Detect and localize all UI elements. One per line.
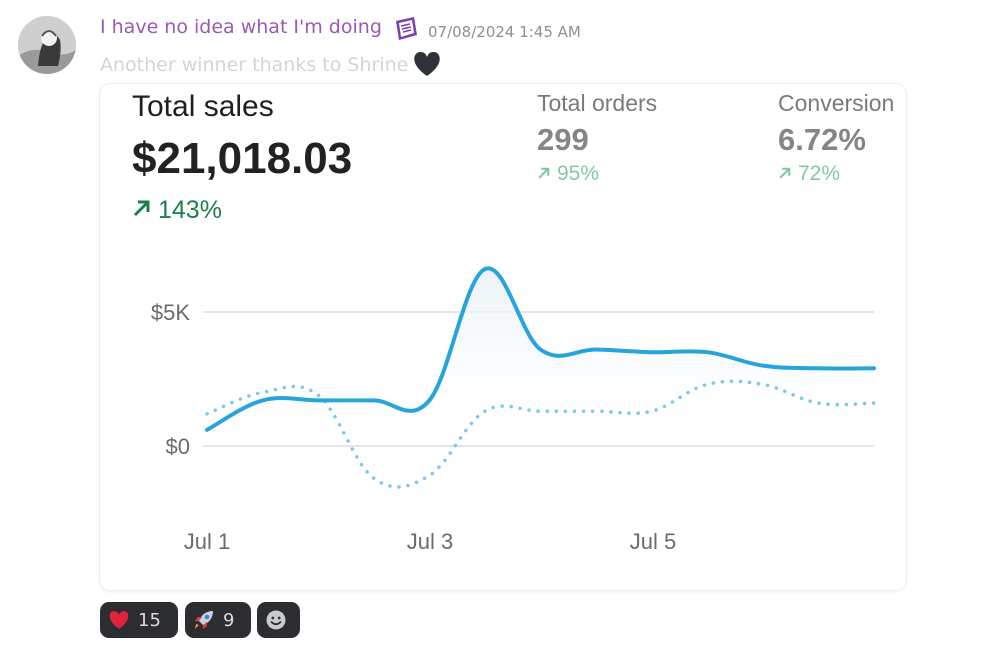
role-badge-icon <box>392 15 420 43</box>
metric-change-value: 72% <box>798 162 841 185</box>
metric-change-value: 143% <box>158 196 222 224</box>
sales-dashboard-image[interactable]: $5K $0 Jul 1 Jul 3 Jul 5 Total sales $21… <box>100 84 906 590</box>
metric-value-total-sales: $21,018.03 <box>132 134 353 183</box>
arrow-up-right-icon <box>537 162 551 186</box>
metric-value-total-orders: 299 <box>537 122 589 157</box>
rocket-icon <box>193 609 215 631</box>
metric-change-value: 95% <box>557 162 600 185</box>
metric-title-total-orders: Total orders <box>537 90 658 116</box>
metric-title-total-sales: Total sales <box>132 90 274 123</box>
sales-line-chart: $5K $0 Jul 1 Jul 3 Jul 5 <box>151 266 876 554</box>
x-tick-label: Jul 3 <box>407 529 453 554</box>
message-text: Another winner thanks to Shrine <box>100 51 442 82</box>
message-body: Another winner thanks to Shrine <box>100 54 409 76</box>
previous-period-line <box>205 379 876 489</box>
add-reaction-button[interactable] <box>257 602 300 638</box>
metric-change-total-sales: 143% <box>132 196 222 225</box>
timestamp: 07/08/2024 1:45 AM <box>428 23 581 41</box>
add-reaction-icon <box>265 609 287 631</box>
y-tick-label: $0 <box>166 434 190 459</box>
x-tick-label: Jul 1 <box>184 529 230 554</box>
metric-change-conversion: 72% <box>778 162 840 186</box>
metric-value-conversion: 6.72% <box>778 122 866 157</box>
current-period-line <box>205 266 876 432</box>
red-heart-icon <box>108 609 130 631</box>
username[interactable]: I have no idea what I'm doing <box>100 16 382 38</box>
x-tick-label: Jul 5 <box>630 529 676 554</box>
metric-change-total-orders: 95% <box>537 162 599 186</box>
reaction-rocket[interactable]: 9 <box>185 602 251 638</box>
sales-area-fill <box>207 268 874 448</box>
avatar[interactable] <box>18 16 76 74</box>
reaction-count: 15 <box>138 609 161 631</box>
y-tick-label: $5K <box>151 300 190 325</box>
reaction-count: 9 <box>223 609 235 631</box>
reaction-heart[interactable]: 15 <box>100 602 178 638</box>
arrow-up-right-icon <box>778 162 792 186</box>
arrow-up-right-icon <box>132 196 152 225</box>
metric-title-conversion: Conversion <box>778 90 895 116</box>
black-heart-icon <box>412 51 442 82</box>
